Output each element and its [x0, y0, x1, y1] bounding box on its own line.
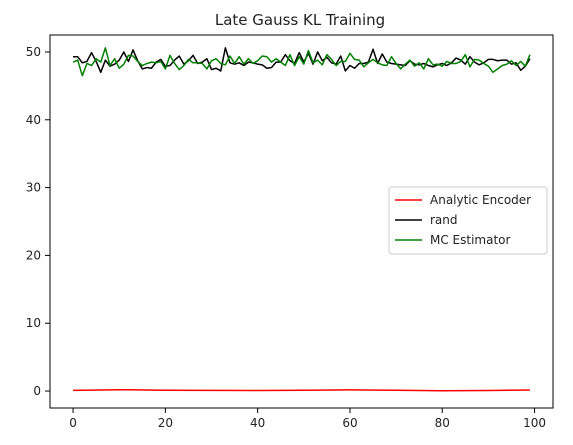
legend-label: MC Estimator	[430, 233, 511, 247]
y-tick-label: 30	[26, 181, 41, 195]
y-tick-label: 50	[26, 45, 41, 59]
x-tick-label: 60	[342, 416, 357, 430]
x-tick-label: 40	[250, 416, 265, 430]
x-tick-label: 100	[523, 416, 546, 430]
y-tick-label: 20	[26, 248, 41, 262]
x-tick-label: 80	[435, 416, 450, 430]
chart-title: Late Gauss KL Training	[215, 11, 385, 29]
series-layer	[72, 47, 531, 392]
legend-label: rand	[430, 213, 458, 227]
legend-label: Analytic Encoder	[430, 193, 531, 207]
series-line-rand	[73, 47, 531, 74]
x-tick-label: 20	[158, 416, 173, 430]
legend-box	[388, 186, 548, 255]
series-line-mc-estimator	[72, 47, 531, 77]
x-tick-label: 0	[69, 416, 77, 430]
series-line-analytic-encoder	[73, 388, 530, 392]
y-tick-label: 0	[33, 384, 41, 398]
y-tick-label: 10	[26, 316, 41, 330]
plot-area-frame	[49, 34, 554, 409]
y-tick-label: 40	[26, 113, 41, 127]
legend: Analytic Encoder rand MC Estimator	[388, 186, 548, 255]
axis-ticks: 0 20 40 60 80 100 0 10 20 30 40 50	[26, 45, 546, 430]
